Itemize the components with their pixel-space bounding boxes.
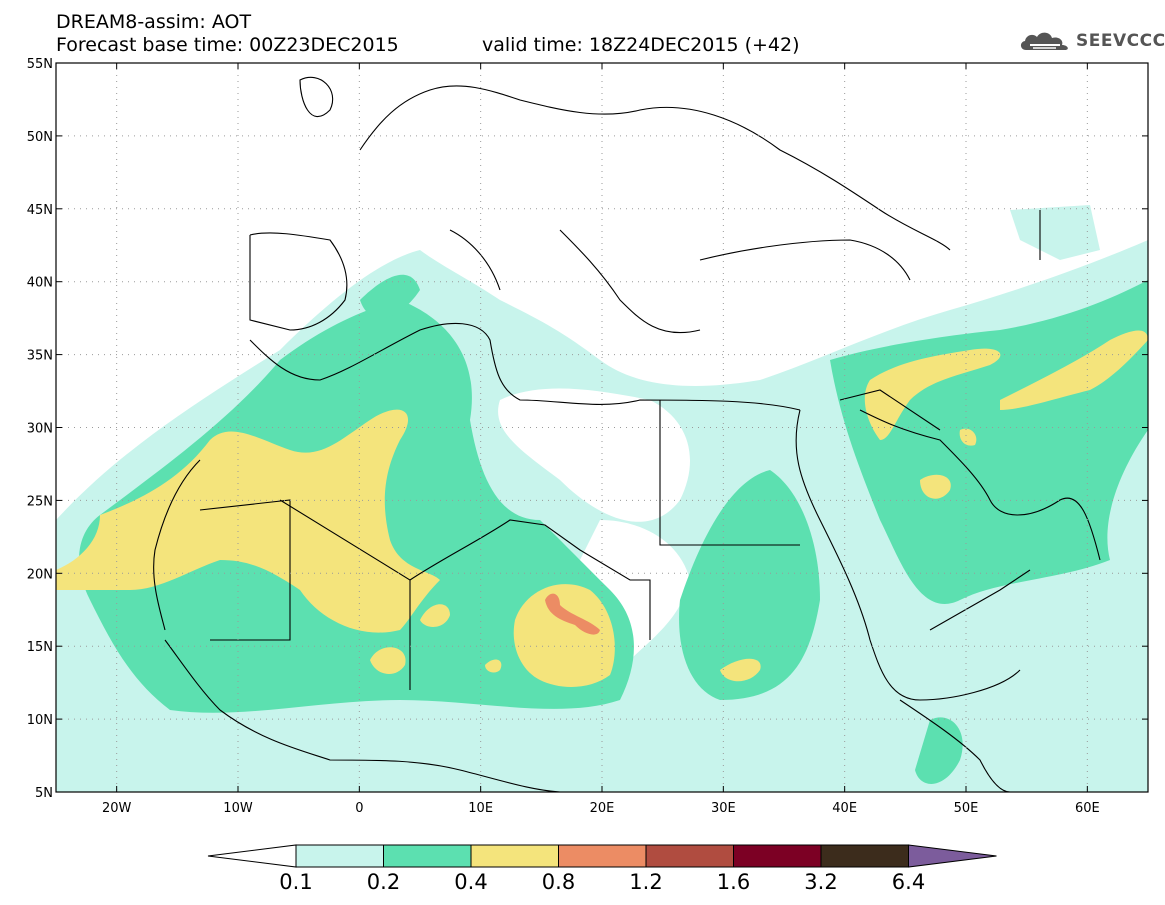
lon-tick-label: 40E — [832, 801, 857, 816]
colorbar-label: 0.2 — [367, 870, 400, 894]
lat-tick-label: 50N — [27, 130, 53, 145]
aot-level-0.4-region — [959, 428, 977, 446]
aot-level-0.4-region — [420, 604, 450, 627]
aot-level-0.2-region — [360, 274, 420, 319]
lon-tick-label: 60E — [1075, 801, 1100, 816]
lon-tick-label: 0 — [355, 801, 363, 816]
aot-level-0.2-region — [830, 280, 1148, 604]
seevccc-logo: SEEVCCC — [1018, 26, 1165, 56]
colorbar-box — [470, 844, 559, 868]
colorbar-box — [295, 844, 384, 868]
aot-level-0.4-region — [370, 647, 406, 675]
colorbar-over-triangle — [908, 844, 997, 868]
colorbar-label: 6.4 — [892, 870, 925, 894]
colorbar-under-triangle — [207, 844, 297, 868]
colorbar-label: 3.2 — [804, 870, 837, 894]
lat-tick-label: 35N — [27, 349, 53, 364]
colorbar-label: 0.4 — [454, 870, 487, 894]
lat-tick-label: 5N — [35, 786, 53, 801]
colorbar-box — [645, 844, 734, 868]
aot-level-0.2-region — [679, 470, 820, 700]
lon-tick-label: 30E — [711, 801, 736, 816]
map-plot-area — [56, 63, 1148, 792]
aot-level-0.8-region — [545, 593, 600, 635]
aot-level-0.4-region — [56, 409, 440, 633]
colorbar-box — [733, 844, 822, 868]
lat-tick-label: 45N — [27, 203, 53, 218]
colorbar-box — [820, 844, 909, 868]
lon-tick-label: 20W — [102, 801, 132, 816]
lat-tick-label: 55N — [27, 57, 53, 72]
aot-level-0.4-region — [720, 658, 761, 682]
aot-level-0.4-region — [864, 348, 1001, 440]
colorbar-label: 0.8 — [542, 870, 575, 894]
lat-tick-label: 10N — [27, 713, 53, 728]
coastlines-and-borders — [153, 76, 1101, 792]
colorbar-label: 0.1 — [279, 870, 312, 894]
aot-level-0.4-region — [920, 474, 951, 499]
lat-tick-label: 15N — [27, 640, 53, 655]
lon-tick-label: 50E — [954, 801, 979, 816]
lat-tick-label: 30N — [27, 422, 53, 437]
title-line1: DREAM8-assim: AOT — [56, 11, 252, 33]
lon-tick-label: 20E — [590, 801, 615, 816]
forecast-base-time: Forecast base time: 00Z23DEC2015 — [56, 34, 399, 56]
aot-level-0.4-region — [513, 584, 615, 687]
aot-level-0.4-region — [1000, 330, 1148, 410]
colorbar-label: 1.2 — [629, 870, 662, 894]
logo-text: SEEVCCC — [1076, 31, 1165, 51]
cloud-icon — [1020, 32, 1068, 50]
lon-tick-label: 10W — [223, 801, 253, 816]
colorbar-box — [383, 844, 472, 868]
aot-level-0.2-region — [915, 717, 963, 784]
aot-level-0.4-region — [485, 659, 502, 673]
lat-tick-label: 25N — [27, 494, 53, 509]
aot-level-0.1-region — [498, 388, 690, 522]
lat-tick-label: 40N — [27, 276, 53, 291]
colorbar-box — [558, 844, 647, 868]
aot-level-0.1-region — [1010, 205, 1100, 260]
lon-tick-label: 10E — [468, 801, 493, 816]
valid-time: valid time: 18Z24DEC2015 (+42) — [482, 34, 800, 56]
axis-ticks: 55N 50N 45N 40N 35N 30N 25N 20N 15N 10N 5N 20W 10W 0 1… — [27, 57, 1148, 816]
lat-tick-label: 20N — [27, 567, 53, 582]
graticule — [56, 63, 1148, 792]
colorbar: 0.1 0.2 0.4 0.8 1.2 1.6 3.2 6.4 — [207, 844, 997, 894]
colorbar-label: 1.6 — [717, 870, 750, 894]
